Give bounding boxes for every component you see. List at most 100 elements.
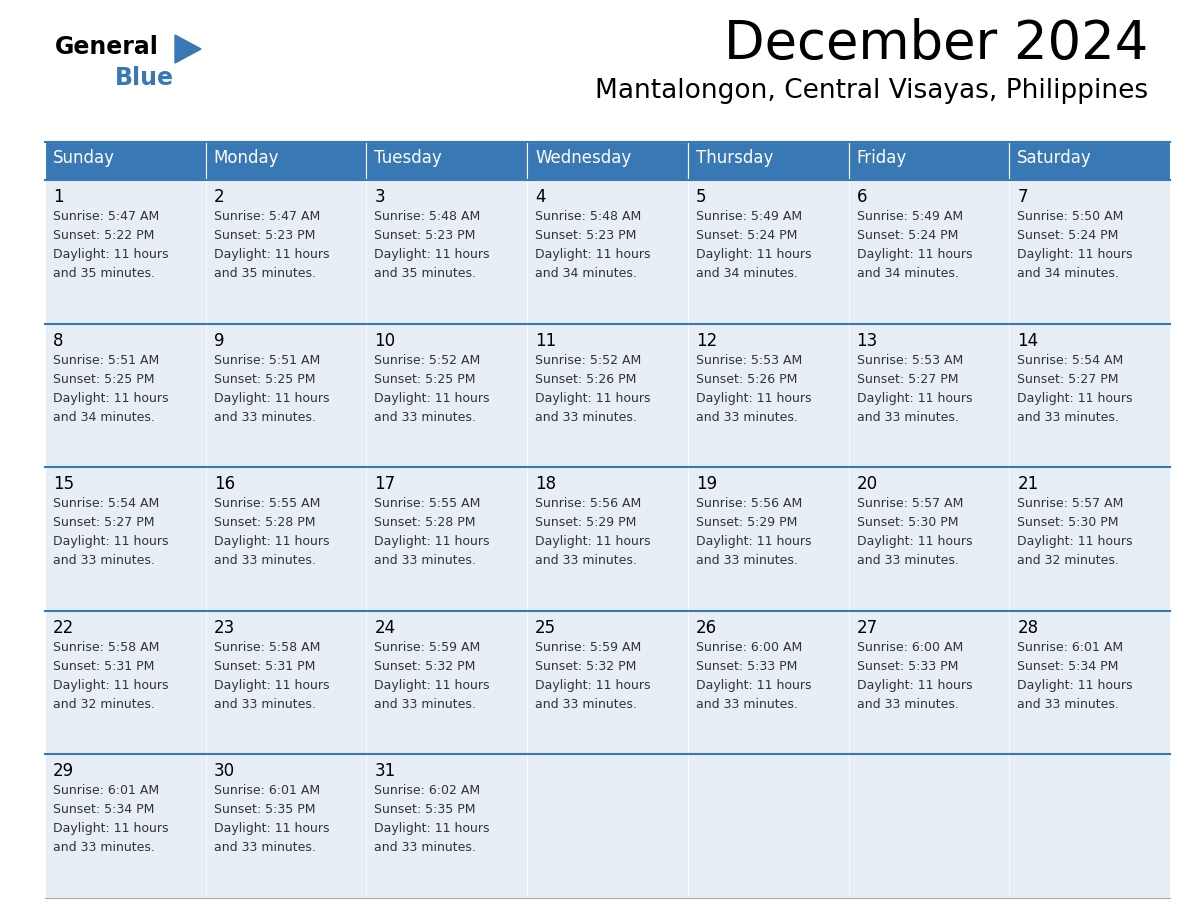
Text: Sunrise: 5:47 AM: Sunrise: 5:47 AM [53,210,159,223]
Text: Sunset: 5:33 PM: Sunset: 5:33 PM [857,660,958,673]
Text: Sunrise: 5:49 AM: Sunrise: 5:49 AM [696,210,802,223]
Text: and 33 minutes.: and 33 minutes. [1017,410,1119,423]
Text: and 34 minutes.: and 34 minutes. [857,267,959,280]
Text: 22: 22 [53,619,74,637]
Bar [1010,180,1170,324]
Text: and 33 minutes.: and 33 minutes. [857,410,959,423]
Text: and 33 minutes.: and 33 minutes. [535,698,637,711]
Text: Sunset: 5:32 PM: Sunset: 5:32 PM [374,660,476,673]
Text: Sunrise: 5:48 AM: Sunrise: 5:48 AM [535,210,642,223]
Text: Sunrise: 5:57 AM: Sunrise: 5:57 AM [857,498,963,510]
Text: and 35 minutes.: and 35 minutes. [53,267,154,280]
Text: Daylight: 11 hours: Daylight: 11 hours [696,535,811,548]
Bar [45,755,206,898]
Text: and 34 minutes.: and 34 minutes. [53,410,154,423]
Text: Daylight: 11 hours: Daylight: 11 hours [857,392,972,405]
Text: 6: 6 [857,188,867,206]
Text: Sunset: 5:27 PM: Sunset: 5:27 PM [53,516,154,529]
Text: Sunset: 5:22 PM: Sunset: 5:22 PM [53,229,154,242]
Text: Sunrise: 6:02 AM: Sunrise: 6:02 AM [374,784,481,798]
Text: Sunrise: 5:56 AM: Sunrise: 5:56 AM [696,498,802,510]
Text: Sunrise: 5:51 AM: Sunrise: 5:51 AM [53,353,159,366]
Text: Sunset: 5:31 PM: Sunset: 5:31 PM [53,660,154,673]
Text: Sunrise: 5:47 AM: Sunrise: 5:47 AM [214,210,320,223]
Text: 3: 3 [374,188,385,206]
Text: Daylight: 11 hours: Daylight: 11 hours [214,823,329,835]
Text: 17: 17 [374,476,396,493]
Bar [366,180,527,324]
Text: Sunrise: 5:49 AM: Sunrise: 5:49 AM [857,210,962,223]
Bar [848,755,1010,898]
Bar [45,467,206,610]
Text: Sunrise: 6:01 AM: Sunrise: 6:01 AM [53,784,159,798]
Text: 16: 16 [214,476,235,493]
Text: 15: 15 [53,476,74,493]
Text: Sunset: 5:35 PM: Sunset: 5:35 PM [374,803,476,816]
Text: Sunset: 5:26 PM: Sunset: 5:26 PM [535,373,637,386]
Text: Sunset: 5:24 PM: Sunset: 5:24 PM [696,229,797,242]
Text: Daylight: 11 hours: Daylight: 11 hours [1017,535,1133,548]
Text: Sunrise: 5:53 AM: Sunrise: 5:53 AM [857,353,962,366]
Text: Daylight: 11 hours: Daylight: 11 hours [1017,392,1133,405]
Text: and 33 minutes.: and 33 minutes. [53,554,154,567]
Bar [1010,610,1170,755]
Text: Sunset: 5:33 PM: Sunset: 5:33 PM [696,660,797,673]
Text: 20: 20 [857,476,878,493]
Text: Sunset: 5:25 PM: Sunset: 5:25 PM [374,373,476,386]
Text: and 33 minutes.: and 33 minutes. [214,842,316,855]
Text: Sunset: 5:32 PM: Sunset: 5:32 PM [535,660,637,673]
Text: Sunset: 5:24 PM: Sunset: 5:24 PM [857,229,958,242]
Bar [45,610,206,755]
Text: Daylight: 11 hours: Daylight: 11 hours [1017,248,1133,261]
Text: Daylight: 11 hours: Daylight: 11 hours [696,248,811,261]
Text: Sunset: 5:23 PM: Sunset: 5:23 PM [535,229,637,242]
Text: Sunrise: 5:57 AM: Sunrise: 5:57 AM [1017,498,1124,510]
Text: Daylight: 11 hours: Daylight: 11 hours [53,823,169,835]
Text: 7: 7 [1017,188,1028,206]
Bar [366,610,527,755]
Text: and 33 minutes.: and 33 minutes. [696,554,797,567]
Text: Daylight: 11 hours: Daylight: 11 hours [374,535,489,548]
Text: Daylight: 11 hours: Daylight: 11 hours [374,823,489,835]
Text: Sunset: 5:23 PM: Sunset: 5:23 PM [214,229,315,242]
Text: Sunrise: 5:55 AM: Sunrise: 5:55 AM [214,498,320,510]
Text: Sunset: 5:23 PM: Sunset: 5:23 PM [374,229,476,242]
Text: and 33 minutes.: and 33 minutes. [857,698,959,711]
Bar [527,755,688,898]
Bar [206,467,366,610]
Text: Daylight: 11 hours: Daylight: 11 hours [214,535,329,548]
Text: Daylight: 11 hours: Daylight: 11 hours [535,392,651,405]
Text: 19: 19 [696,476,718,493]
Text: 2: 2 [214,188,225,206]
Text: Sunrise: 5:54 AM: Sunrise: 5:54 AM [1017,353,1124,366]
Text: General: General [55,35,159,59]
Text: 18: 18 [535,476,556,493]
Bar [1010,467,1170,610]
Text: 1: 1 [53,188,64,206]
Text: 24: 24 [374,619,396,637]
Text: 21: 21 [1017,476,1038,493]
Text: and 35 minutes.: and 35 minutes. [214,267,316,280]
Text: Daylight: 11 hours: Daylight: 11 hours [535,535,651,548]
Bar [1010,324,1170,467]
Bar [527,142,688,180]
Text: Sunset: 5:24 PM: Sunset: 5:24 PM [1017,229,1119,242]
Text: Daylight: 11 hours: Daylight: 11 hours [374,678,489,692]
Text: 26: 26 [696,619,718,637]
Bar [206,180,366,324]
Text: and 33 minutes.: and 33 minutes. [696,410,797,423]
Text: 28: 28 [1017,619,1038,637]
Bar [688,755,848,898]
Text: Sunrise: 6:01 AM: Sunrise: 6:01 AM [1017,641,1124,654]
Text: Sunrise: 6:00 AM: Sunrise: 6:00 AM [696,641,802,654]
Text: Sunset: 5:30 PM: Sunset: 5:30 PM [857,516,958,529]
Text: and 33 minutes.: and 33 minutes. [696,698,797,711]
Text: Daylight: 11 hours: Daylight: 11 hours [214,248,329,261]
Text: Thursday: Thursday [696,149,773,167]
Text: and 33 minutes.: and 33 minutes. [535,410,637,423]
Polygon shape [175,35,201,63]
Text: Sunrise: 5:59 AM: Sunrise: 5:59 AM [535,641,642,654]
Text: 5: 5 [696,188,707,206]
Text: Sunset: 5:29 PM: Sunset: 5:29 PM [696,516,797,529]
Text: Sunrise: 5:52 AM: Sunrise: 5:52 AM [374,353,481,366]
